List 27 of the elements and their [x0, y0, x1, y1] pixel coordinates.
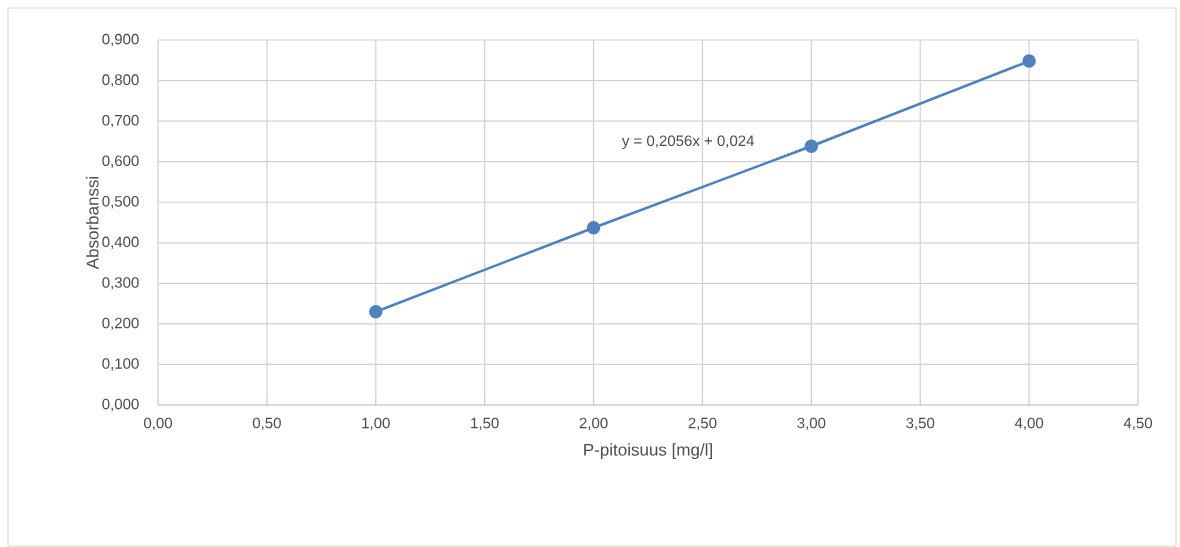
x-tick-label: 4,00	[1014, 417, 1044, 431]
x-tick-label: 3,00	[797, 417, 826, 431]
y-tick-label: 0,700	[102, 114, 139, 128]
y-tick-label: 0,100	[102, 358, 139, 371]
x-tick-label: 4,50	[1123, 417, 1153, 431]
point	[586, 221, 601, 235]
y-tick-label: 0,200	[102, 317, 139, 331]
y-tick-label: 0,800	[102, 74, 139, 87]
x-tick-label: 0,50	[252, 417, 281, 431]
y-axis-title: Absorbanssi	[86, 176, 99, 270]
x-tick-label: 2,50	[688, 417, 717, 431]
x-tick-label: 1,50	[471, 417, 499, 431]
x-tick-label: 3,50	[906, 417, 935, 431]
y-tick-label: 0,000	[102, 398, 139, 412]
annotation: y = 0,2056x + 0,024	[621, 135, 755, 150]
y-tick-label: 0,300	[102, 277, 139, 290]
point	[1022, 54, 1036, 68]
y-tick-label: 0,500	[102, 196, 139, 209]
y-tick-label: 0,400	[102, 236, 139, 249]
point	[804, 139, 819, 154]
y-tick-label: 0,600	[102, 155, 139, 168]
x-tick-label: 2,00	[579, 417, 608, 431]
y-tick-label: 0,900	[102, 33, 139, 47]
x-axis-title: P-pitoisuus [mg/l]	[584, 443, 712, 460]
x-tick-label: 1,00	[362, 417, 390, 431]
x-tick-label: 0,00	[143, 417, 173, 431]
point	[369, 304, 383, 319]
